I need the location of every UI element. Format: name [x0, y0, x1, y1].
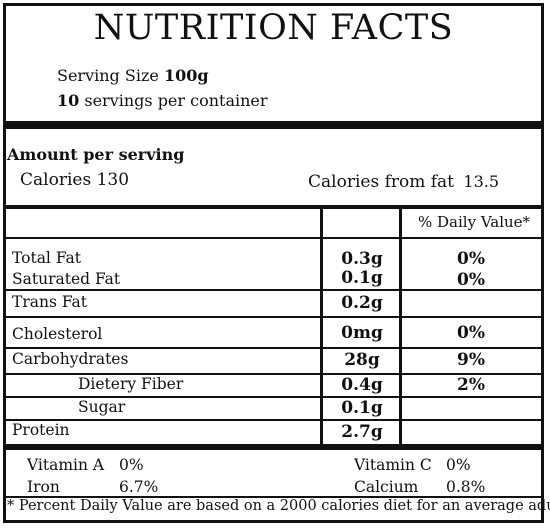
nutrient-amount-cholesterol: 0mg	[341, 323, 383, 343]
column-divider-left	[320, 207, 323, 445]
servings-label: servings per container	[84, 91, 268, 110]
row-divider	[3, 316, 544, 318]
label-title: NUTRITION FACTS	[93, 8, 454, 48]
nutrient-label-total-fat: Total Fat	[12, 249, 81, 267]
nutrient-dv-saturated-fat: 0%	[457, 270, 485, 290]
calories-label: Calories	[20, 170, 92, 190]
calcium-label: Calcium	[354, 478, 419, 496]
calories-from-fat: Calories from fat 13.5	[308, 172, 499, 192]
row-divider	[3, 347, 544, 349]
header-row-divider	[3, 237, 544, 239]
row-divider	[3, 289, 544, 291]
nutrient-dv-carbohydrates: 9%	[457, 350, 485, 370]
nutrient-amount-carbohydrates: 28g	[344, 350, 380, 370]
serving-size-label: Serving Size	[57, 66, 159, 85]
servings-per-container: 10 servings per container	[57, 91, 268, 110]
nutrient-label-carbohydrates: Carbohydrates	[12, 350, 129, 368]
servings-count: 10	[57, 91, 80, 110]
nutrient-amount-sugar: 0.1g	[341, 398, 383, 418]
calories-from-fat-label: Calories from fat	[308, 172, 455, 192]
nutrient-label-dietery-fiber: Dietery Fiber	[78, 375, 184, 393]
nutrient-amount-dietery-fiber: 0.4g	[341, 375, 383, 395]
nutrient-dv-total-fat: 0%	[457, 249, 485, 269]
vitamin-c-label: Vitamin C	[354, 456, 432, 474]
nutrient-label-protein: Protein	[12, 421, 70, 439]
vitamin-a-value: 0%	[119, 456, 144, 474]
nutrient-label-cholesterol: Cholesterol	[12, 325, 103, 343]
nutrient-amount-trans-fat: 0.2g	[341, 293, 383, 313]
amount-per-serving-heading: Amount per serving	[7, 145, 185, 164]
row-divider	[3, 396, 544, 398]
nutrient-dv-cholesterol: 0%	[457, 323, 485, 343]
calories-from-fat-value: 13.5	[463, 172, 500, 191]
daily-value-header: % Daily Value*	[418, 213, 531, 231]
column-divider-right	[399, 207, 402, 445]
calories-value: 130	[96, 170, 130, 190]
thick-divider-middle	[3, 205, 544, 209]
daily-value-footnote: * Percent Daily Value are based on a 200…	[7, 498, 550, 514]
serving-size-value: 100g	[163, 66, 209, 85]
nutrient-amount-protein: 2.7g	[341, 422, 383, 442]
vitamin-c-value: 0%	[446, 456, 471, 474]
nutrition-label-frame	[3, 3, 544, 523]
footnote-divider	[3, 496, 544, 498]
iron-label: Iron	[27, 478, 60, 496]
iron-value: 6.7%	[119, 478, 159, 496]
nutrient-label-trans-fat: Trans Fat	[12, 293, 88, 311]
nutrient-amount-total-fat: 0.3g	[341, 249, 383, 269]
nutrient-amount-saturated-fat: 0.1g	[341, 268, 383, 288]
thick-divider-top	[3, 121, 544, 129]
nutrient-label-saturated-fat: Saturated Fat	[12, 270, 121, 288]
row-divider	[3, 419, 544, 421]
calcium-value: 0.8%	[446, 478, 486, 496]
row-divider	[3, 373, 544, 375]
calories: Calories 130	[20, 170, 129, 190]
vitamin-a-label: Vitamin A	[27, 456, 105, 474]
nutrient-label-sugar: Sugar	[78, 398, 126, 416]
thick-divider-bottom	[3, 444, 544, 450]
serving-size: Serving Size 100g	[57, 66, 209, 85]
nutrient-dv-dietery-fiber: 2%	[457, 375, 485, 395]
